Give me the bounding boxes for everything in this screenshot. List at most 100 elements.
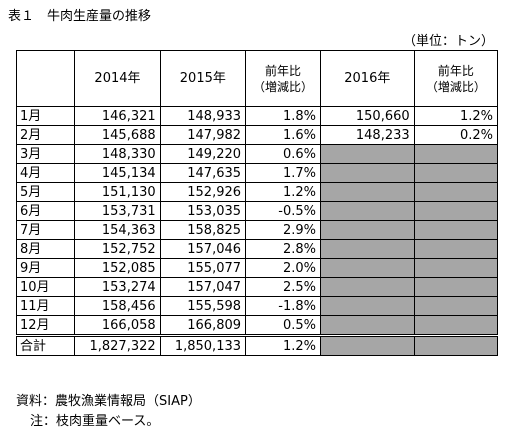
value-2015-cell: 155,077 <box>159 258 247 278</box>
total-row: 合計 1,827,322 1,850,133 1.2% <box>15 334 499 356</box>
ratio-2015-cell: -1.8% <box>245 296 321 316</box>
value-2014-cell: 153,274 <box>74 277 161 297</box>
header-2015: 2015年 <box>159 50 247 107</box>
value-2016-cell: 150,660 <box>319 106 415 126</box>
ratio-2015-cell: 2.5% <box>245 277 321 297</box>
month-cell: 1月 <box>15 106 76 126</box>
empty-cell <box>413 182 499 202</box>
value-2015-cell: 157,046 <box>159 239 247 259</box>
empty-cell <box>319 144 415 164</box>
header-2016: 2016年 <box>319 50 415 107</box>
empty-cell <box>319 182 415 202</box>
table-title: 表１ 牛肉生産量の推移 <box>8 9 152 24</box>
value-2014-cell: 145,134 <box>74 163 161 183</box>
unit-label: （単位：トン） <box>402 34 494 49</box>
table-row: 5月 151,130 152,926 1.2% <box>15 182 499 202</box>
header-2014: 2014年 <box>74 50 161 107</box>
beef-production-table: 2014年 2015年 前年比 （増減比） 2016年 前年比 （増減比） 1月… <box>15 50 499 356</box>
value-2014-cell: 145,688 <box>74 125 161 145</box>
empty-cell <box>413 201 499 221</box>
value-2015-cell: 149,220 <box>159 144 247 164</box>
table-row: 1月 146,321 148,933 1.8% 150,660 1.2% <box>15 106 499 126</box>
total-ratio-2015: 1.2% <box>245 334 321 356</box>
empty-cell <box>319 315 415 336</box>
ratio-2015-cell: 0.6% <box>245 144 321 164</box>
table-row: 4月 145,134 147,635 1.7% <box>15 163 499 183</box>
empty-cell <box>319 239 415 259</box>
empty-cell <box>319 277 415 297</box>
empty-cell <box>319 296 415 316</box>
value-2014-cell: 153,731 <box>74 201 161 221</box>
empty-cell <box>319 220 415 240</box>
table-row: 11月 158,456 155,598 -1.8% <box>15 296 499 316</box>
month-cell: 12月 <box>15 315 76 336</box>
ratio-2015-cell: 0.5% <box>245 315 321 336</box>
value-2015-cell: 152,926 <box>159 182 247 202</box>
empty-cell <box>413 163 499 183</box>
table-row: 10月 153,274 157,047 2.5% <box>15 277 499 297</box>
value-2014-cell: 152,085 <box>74 258 161 278</box>
month-cell: 9月 <box>15 258 76 278</box>
empty-cell <box>319 163 415 183</box>
value-2015-cell: 148,933 <box>159 106 247 126</box>
table-row: 12月 166,058 166,809 0.5% <box>15 315 499 336</box>
ratio-2016-cell: 0.2% <box>413 125 499 145</box>
empty-cell <box>319 258 415 278</box>
value-2014-cell: 151,130 <box>74 182 161 202</box>
value-2015-cell: 158,825 <box>159 220 247 240</box>
empty-cell <box>413 220 499 240</box>
ratio-2015-cell: 1.6% <box>245 125 321 145</box>
ratio-2015-cell: 2.9% <box>245 220 321 240</box>
value-2014-cell: 152,752 <box>74 239 161 259</box>
header-ratio-line1: 前年比 <box>264 63 301 78</box>
empty-cell <box>413 296 499 316</box>
month-cell: 6月 <box>15 201 76 221</box>
total-empty-2016 <box>319 334 415 356</box>
empty-cell <box>413 144 499 164</box>
ratio-2016-cell: 1.2% <box>413 106 499 126</box>
ratio-2015-cell: 2.0% <box>245 258 321 278</box>
month-cell: 10月 <box>15 277 76 297</box>
ratio-2015-cell: -0.5% <box>245 201 321 221</box>
value-2015-cell: 153,035 <box>159 201 247 221</box>
empty-cell <box>319 201 415 221</box>
month-cell: 11月 <box>15 296 76 316</box>
table-row: 2月 145,688 147,982 1.6% 148,233 0.2% <box>15 125 499 145</box>
month-cell: 4月 <box>15 163 76 183</box>
table-row: 3月 148,330 149,220 0.6% <box>15 144 499 164</box>
footnote: 注：枝肉重量ベース。 <box>30 414 160 429</box>
ratio-2015-cell: 2.8% <box>245 239 321 259</box>
ratio-2015-cell: 1.7% <box>245 163 321 183</box>
header-corner <box>15 50 76 107</box>
value-2016-cell: 148,233 <box>319 125 415 145</box>
value-2014-cell: 146,321 <box>74 106 161 126</box>
value-2015-cell: 166,809 <box>159 315 247 336</box>
month-cell: 5月 <box>15 182 76 202</box>
empty-cell <box>413 239 499 259</box>
header-ratio-line1: 前年比 <box>437 63 474 78</box>
value-2015-cell: 147,635 <box>159 163 247 183</box>
value-2015-cell: 147,982 <box>159 125 247 145</box>
table-row: 9月 152,085 155,077 2.0% <box>15 258 499 278</box>
total-2014: 1,827,322 <box>74 334 161 356</box>
table-row: 6月 153,731 153,035 -0.5% <box>15 201 499 221</box>
header-row: 2014年 2015年 前年比 （増減比） 2016年 前年比 （増減比） <box>15 50 499 107</box>
month-cell: 3月 <box>15 144 76 164</box>
month-cell: 2月 <box>15 125 76 145</box>
total-2015: 1,850,133 <box>159 334 247 356</box>
header-ratio-2015: 前年比 （増減比） <box>245 50 321 107</box>
table-row: 8月 152,752 157,046 2.8% <box>15 239 499 259</box>
ratio-2015-cell: 1.2% <box>245 182 321 202</box>
header-ratio-line2: （増減比） <box>425 79 486 94</box>
empty-cell <box>413 277 499 297</box>
empty-cell <box>413 315 499 336</box>
source-note: 資料：農牧漁業情報局（SIAP） <box>16 394 201 409</box>
table-row: 7月 154,363 158,825 2.9% <box>15 220 499 240</box>
value-2014-cell: 154,363 <box>74 220 161 240</box>
month-cell: 7月 <box>15 220 76 240</box>
header-ratio-line2: （増減比） <box>252 79 313 94</box>
header-ratio-2016: 前年比 （増減比） <box>413 50 499 107</box>
value-2014-cell: 158,456 <box>74 296 161 316</box>
value-2015-cell: 155,598 <box>159 296 247 316</box>
total-empty-ratio-2016 <box>413 334 499 356</box>
